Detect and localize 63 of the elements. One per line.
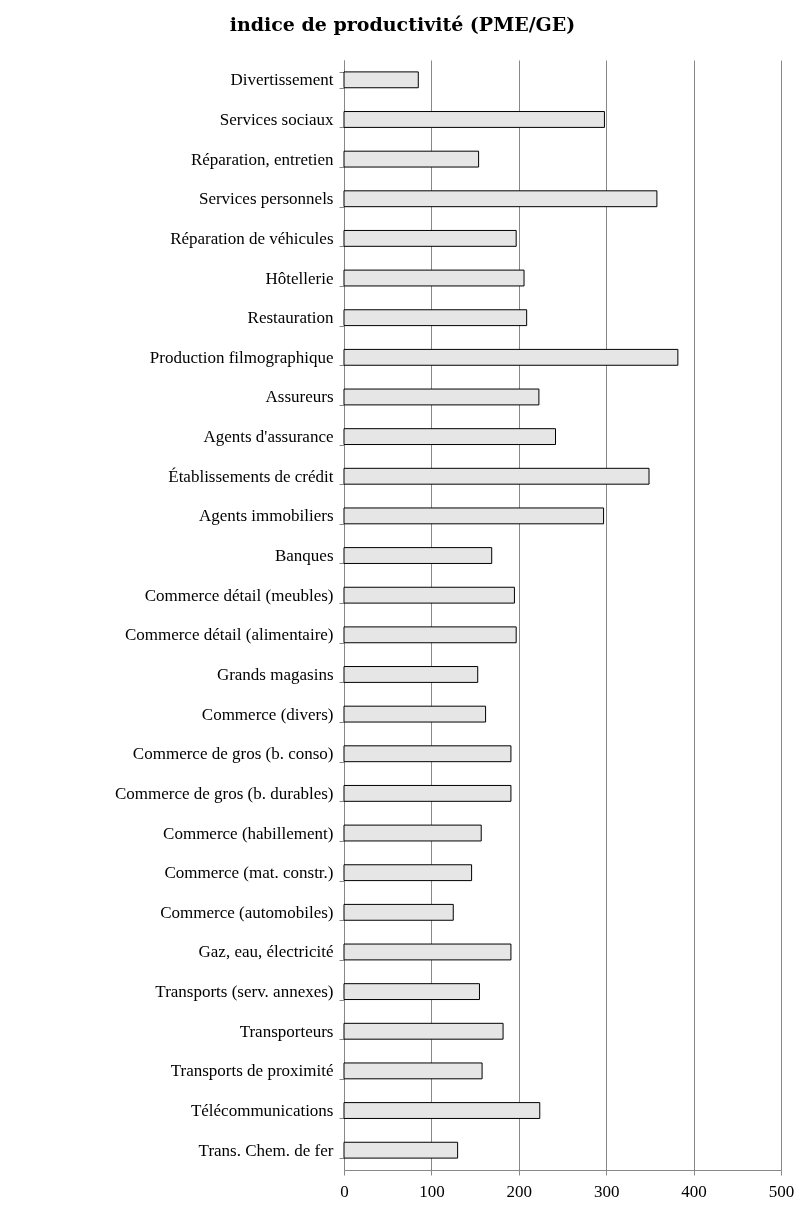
x-tick-label: 400 [681, 1181, 707, 1201]
y-tick-label: Commerce (divers) [201, 704, 334, 724]
bar [343, 348, 679, 366]
y-tick-label: Assureurs [265, 387, 334, 407]
bar [343, 467, 650, 485]
x-tick-label: 300 [593, 1181, 620, 1201]
y-tick-label: Commerce de gros (b. durables) [114, 783, 334, 803]
bar [343, 705, 487, 723]
chart-title: indice de productivité (PME/GE) [229, 13, 576, 35]
y-tick-label: Services personnels [198, 189, 334, 209]
bar [343, 71, 419, 89]
y-tick-label: Grands magasins [216, 664, 334, 684]
y-tick-label: Agents immobiliers [198, 506, 334, 526]
bar [343, 428, 557, 446]
x-tick-label: 0 [340, 1181, 349, 1201]
y-tick-label: Restauration [247, 308, 334, 328]
bar [343, 745, 512, 763]
bar [343, 507, 605, 525]
y-tick-label: Hôtellerie [265, 268, 334, 288]
y-tick-label: Production filmographique [149, 347, 334, 367]
y-tick-label: Transporteurs [239, 1021, 334, 1041]
y-tick-label: Réparation, entretien [190, 149, 334, 169]
y-tick-label: Banques [274, 546, 334, 566]
y-tick-label: Divertissement [230, 70, 334, 90]
bar [343, 666, 479, 683]
y-tick-label: Services sociaux [219, 109, 334, 129]
x-tick-label: 100 [419, 1181, 445, 1201]
y-tick-label: Transports de proximité [170, 1061, 334, 1081]
bar [343, 547, 493, 564]
bar [343, 111, 605, 128]
y-tick-label: Commerce (habillement) [163, 823, 334, 843]
bar [343, 1102, 541, 1119]
bar [343, 824, 482, 842]
bar [343, 388, 540, 406]
y-tick-label: Transports (serv. annexes) [155, 982, 334, 1002]
bar [343, 784, 512, 802]
bar [343, 626, 517, 644]
y-tick-label: Télécommunications [190, 1101, 334, 1121]
bar [343, 309, 528, 327]
bar [343, 586, 515, 604]
bar [343, 229, 517, 247]
y-tick-label: Réparation de véhicules [170, 228, 334, 248]
y-tick-label: Commerce de gros (b. conso) [132, 744, 334, 764]
bar [343, 1062, 483, 1080]
bar [343, 190, 658, 208]
bar [343, 1022, 504, 1040]
bar [343, 1141, 459, 1159]
y-tick-label: Trans. Chem. de fer [198, 1140, 334, 1160]
x-tick-label: 500 [768, 1181, 795, 1201]
y-tick-label: Commerce (mat. constr.) [164, 863, 334, 883]
bar [343, 943, 512, 961]
y-tick-label: Commerce détail (meubles) [144, 585, 334, 605]
y-tick-label: Commerce (automobiles) [160, 902, 334, 922]
bar [343, 983, 480, 1001]
y-tick-label: Gaz, eau, électricité [198, 942, 334, 962]
x-tick-label: 200 [506, 1181, 533, 1201]
bar [343, 269, 525, 287]
y-tick-label: Agents d'assurance [203, 427, 334, 447]
y-tick-label: Établissements de crédit [168, 466, 334, 486]
y-tick-label: Commerce détail (alimentaire) [124, 625, 334, 645]
bar [343, 864, 473, 882]
bar [343, 903, 454, 921]
bar [343, 150, 480, 168]
